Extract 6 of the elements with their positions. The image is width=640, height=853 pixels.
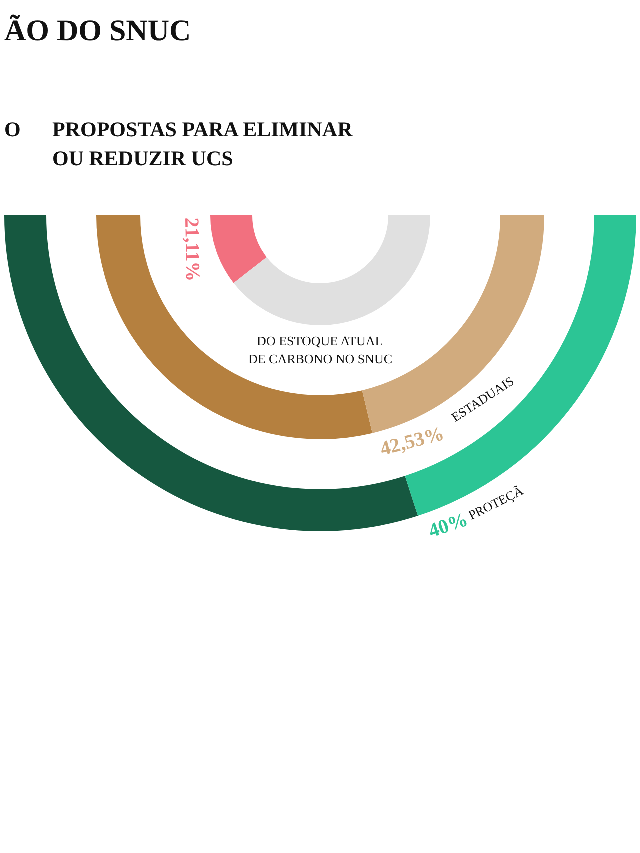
chart-subtitle: PROPOSTAS PARA ELIMINAR OU REDUZIR UCS: [52, 118, 354, 170]
text: DO ESTOQUE ATUAL DE CARBONO NO SNUC: [248, 334, 393, 366]
text: O: [4, 118, 21, 142]
chart-title: ÃO DO SNUC: [4, 14, 192, 48]
data-label: 42,53%: [378, 422, 447, 460]
data-label: 21,11%: [180, 218, 204, 282]
